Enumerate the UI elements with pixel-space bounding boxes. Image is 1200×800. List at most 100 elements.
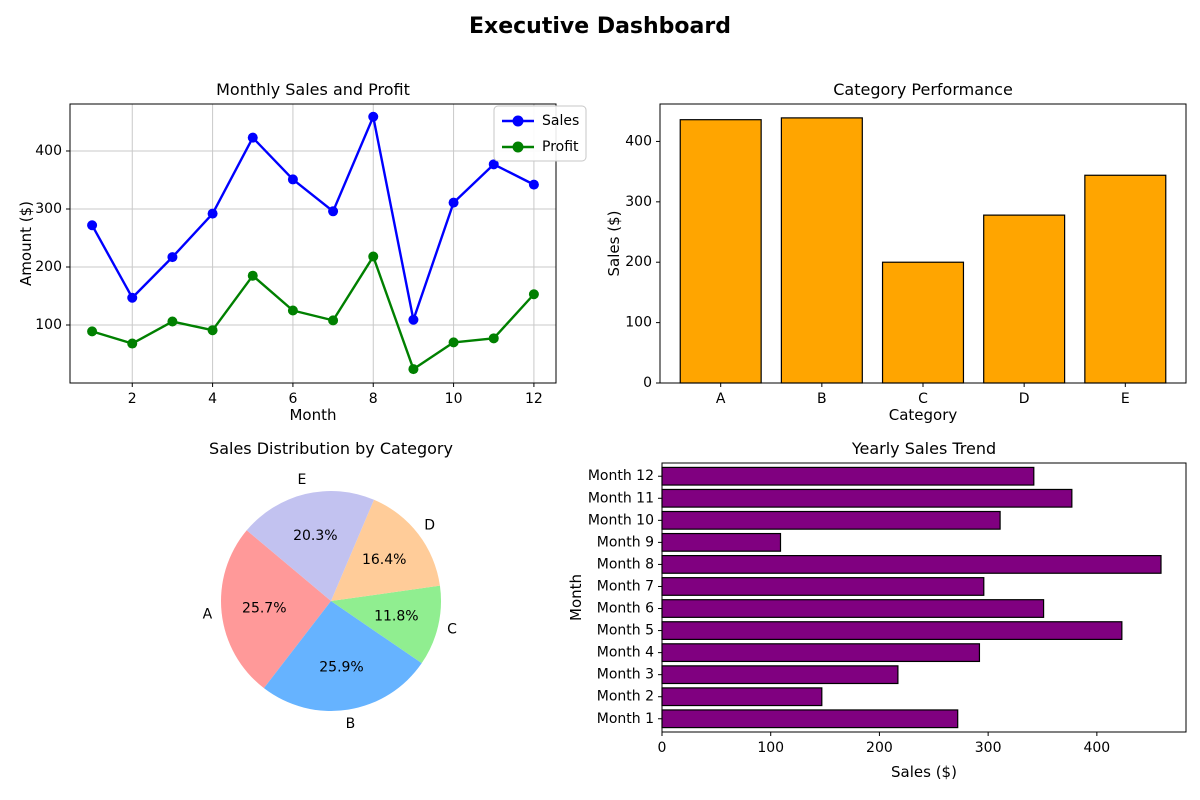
x-tick-label: 4 bbox=[208, 391, 217, 407]
bar-e bbox=[1084, 174, 1167, 384]
x-axis-label: Sales ($) bbox=[891, 763, 957, 781]
profit-marker bbox=[207, 325, 218, 336]
sales-line bbox=[91, 115, 535, 321]
x-tick-label: 400 bbox=[1083, 740, 1110, 756]
pie-slice-e bbox=[246, 491, 374, 601]
legend-label: Profit bbox=[542, 139, 579, 155]
y-tick-label: Month 2 bbox=[597, 689, 654, 705]
x-tick-label: 12 bbox=[525, 391, 543, 407]
bar-month-9 bbox=[661, 532, 782, 552]
pie-slice-a bbox=[221, 530, 331, 689]
bar-month-4 bbox=[661, 643, 981, 663]
y-axis-label: Amount ($) bbox=[17, 201, 35, 286]
x-tick-label: A bbox=[716, 391, 726, 407]
y-tick-label: Month 5 bbox=[597, 623, 654, 639]
y-tick-label: 100 bbox=[625, 315, 652, 331]
line-chart-monthly-sales-profit: 2 4 6 8 10 12 100 200 300 400 Monthly Sales and Pr… bbox=[17, 80, 587, 424]
pie-slice-c bbox=[331, 585, 441, 664]
axes-frame bbox=[661, 462, 1187, 733]
sales-marker bbox=[368, 111, 379, 122]
x-axis-label: Month bbox=[289, 406, 336, 424]
bar-month-5 bbox=[661, 621, 1123, 640]
x-tick-label: B bbox=[817, 391, 827, 407]
axes-frame bbox=[69, 103, 557, 384]
sales-marker bbox=[207, 208, 218, 219]
x-axis-label: Category bbox=[889, 406, 958, 424]
bar-chart-category-performance: A B C D E 0 100 200 300 400 Category Performance Ca… bbox=[605, 80, 1187, 424]
bar-month-8 bbox=[661, 555, 1162, 574]
bar-b bbox=[780, 117, 863, 384]
chart-title: Category Performance bbox=[833, 80, 1013, 99]
bar-month-1 bbox=[661, 709, 959, 729]
pie-slice-b bbox=[263, 601, 422, 711]
sales-marker bbox=[328, 206, 339, 217]
bar-a bbox=[679, 119, 762, 384]
x-tick-label: 2 bbox=[128, 391, 137, 407]
sales-marker bbox=[247, 132, 258, 143]
pie-label-c: C bbox=[447, 621, 457, 637]
y-tick-label: 100 bbox=[35, 317, 62, 333]
y-tick-label: Month 3 bbox=[597, 667, 654, 683]
pie-percent-a: 25.7% bbox=[242, 600, 286, 616]
sales-marker bbox=[127, 292, 138, 303]
sales-marker bbox=[87, 220, 98, 231]
pie-percent-c: 11.8% bbox=[374, 608, 418, 624]
bar-month-2 bbox=[661, 687, 823, 707]
sales-marker bbox=[287, 174, 298, 185]
y-tick-label: Month 11 bbox=[588, 490, 654, 506]
y-tick-label: 300 bbox=[35, 201, 62, 217]
bar-month-12 bbox=[661, 466, 1035, 486]
sales-marker bbox=[528, 179, 539, 190]
x-tick-label: 6 bbox=[288, 391, 297, 407]
profit-marker bbox=[167, 316, 178, 327]
sales-marker bbox=[448, 197, 459, 208]
chart-title: Yearly Sales Trend bbox=[851, 439, 996, 458]
legend-marker bbox=[512, 141, 524, 153]
y-tick-label: Month 1 bbox=[597, 711, 654, 727]
y-tick-label: Month 6 bbox=[597, 601, 654, 617]
y-tick-label: Month 12 bbox=[588, 468, 654, 484]
pie-slice-d bbox=[331, 499, 440, 601]
x-tick-label: 100 bbox=[757, 740, 784, 756]
y-tick-label: Month 10 bbox=[588, 512, 654, 528]
y-tick-label: Month 8 bbox=[597, 556, 654, 572]
bar-month-11 bbox=[661, 488, 1073, 508]
barh-chart-yearly-sales-trend: Month 1 Month 2 Month 3 Month 4 Month 5 Month… bbox=[567, 439, 1187, 781]
bar-month-7 bbox=[661, 577, 985, 596]
x-tick-label: 10 bbox=[445, 391, 463, 407]
y-axis-label: Sales ($) bbox=[605, 211, 623, 277]
y-tick-label: 0 bbox=[643, 375, 652, 391]
sales-marker bbox=[167, 252, 178, 263]
bar-month-3 bbox=[661, 665, 899, 685]
y-tick-label: Month 4 bbox=[597, 645, 654, 661]
chart-title: Sales Distribution by Category bbox=[209, 439, 453, 458]
profit-line bbox=[91, 255, 535, 371]
bar-month-6 bbox=[661, 599, 1045, 618]
legend-item-profit: Profit bbox=[502, 139, 579, 155]
sales-marker bbox=[488, 159, 499, 170]
profit-marker bbox=[368, 251, 379, 262]
y-tick-label: Month 7 bbox=[597, 578, 654, 594]
legend: Sales Profit bbox=[493, 105, 587, 162]
pie-percent-e: 20.3% bbox=[293, 528, 337, 544]
profit-marker bbox=[528, 289, 539, 300]
profit-marker bbox=[408, 364, 419, 375]
pie-label-a: A bbox=[203, 606, 213, 622]
legend-marker bbox=[512, 115, 524, 127]
x-tick-label: 8 bbox=[369, 391, 378, 407]
profit-marker bbox=[488, 333, 499, 344]
pie-percent-d: 16.4% bbox=[362, 552, 406, 568]
bar-month-10 bbox=[661, 510, 1001, 530]
profit-marker bbox=[287, 305, 298, 316]
y-tick-label: 400 bbox=[625, 133, 652, 149]
pie-label-e: E bbox=[298, 472, 307, 488]
sales-marker bbox=[408, 314, 419, 325]
profit-marker bbox=[448, 337, 459, 348]
y-tick-label: Month 9 bbox=[597, 534, 654, 550]
pie-label-b: B bbox=[346, 716, 356, 732]
bar-c bbox=[881, 261, 965, 384]
x-tick-label: C bbox=[918, 391, 928, 407]
profit-marker bbox=[328, 315, 339, 326]
y-tick-label: 300 bbox=[625, 194, 652, 210]
x-tick-label: E bbox=[1121, 391, 1130, 407]
